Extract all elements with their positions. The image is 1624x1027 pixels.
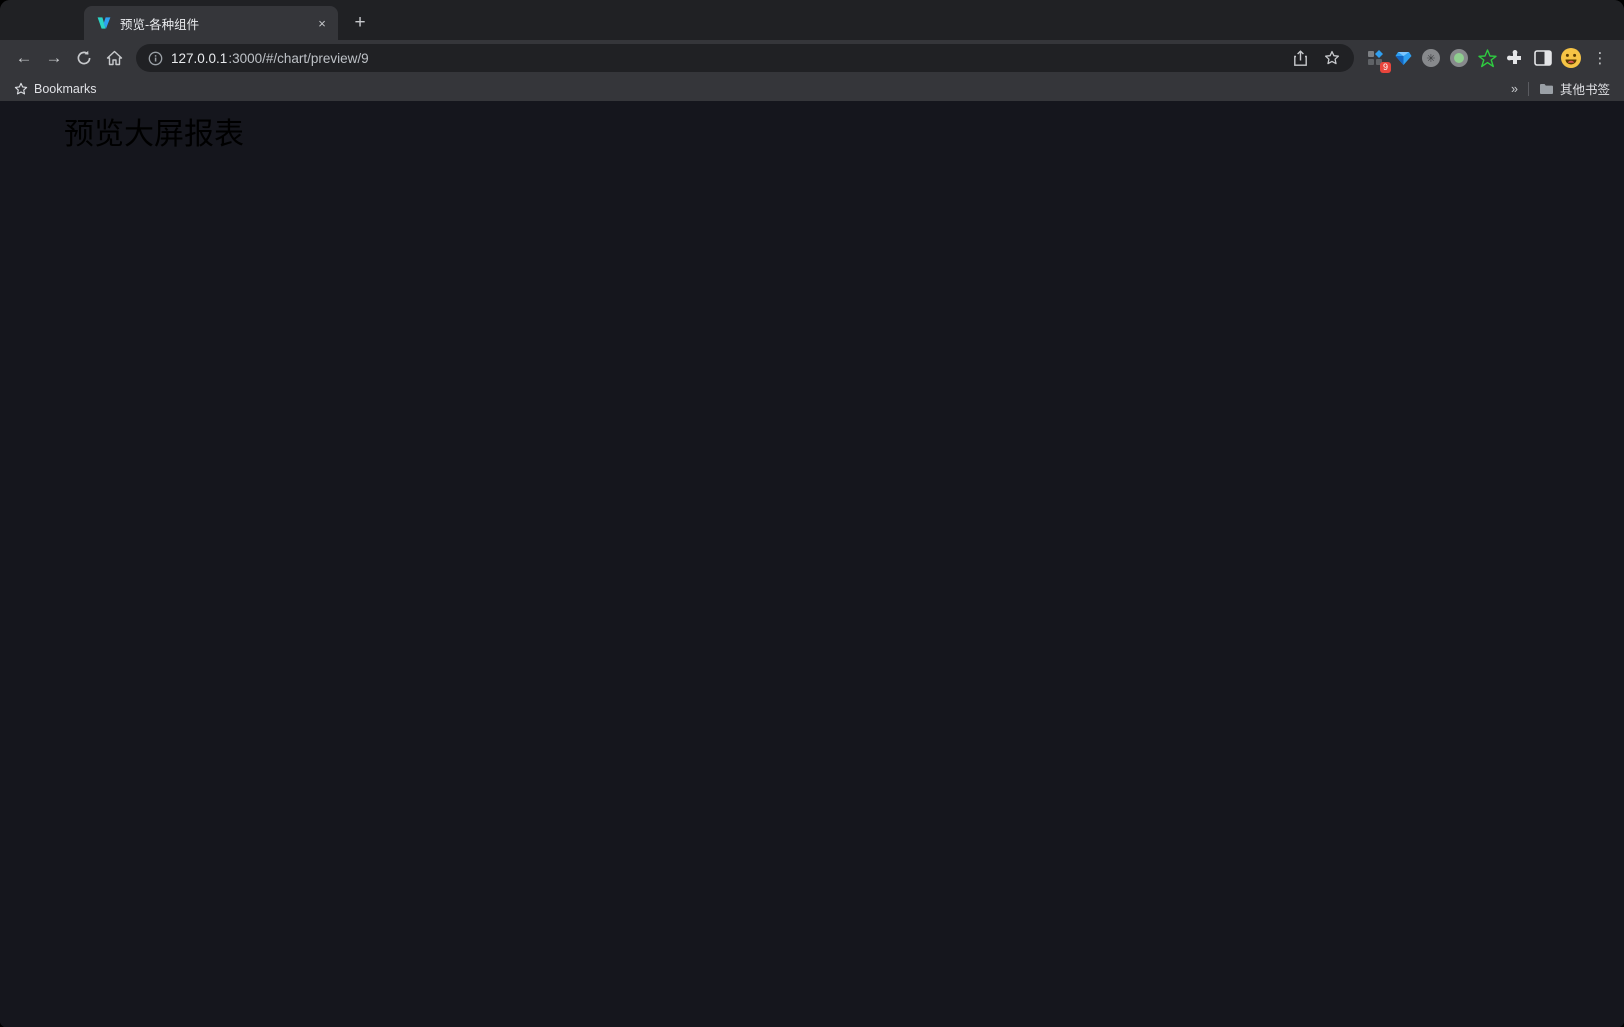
star-icon <box>14 82 28 94</box>
tab-favicon-icon <box>97 17 111 29</box>
url-path: :3000/#/chart/preview/9 <box>228 50 369 66</box>
gray-circle-extension-icon[interactable]: ✳ <box>1418 45 1444 71</box>
green-dot-extension-icon[interactable] <box>1446 45 1472 71</box>
browser-tab[interactable]: 预览-各种组件 × <box>84 6 338 40</box>
chart-gauge[interactable] <box>1038 633 1278 873</box>
home-icon[interactable] <box>100 44 128 72</box>
window-zoom-button[interactable] <box>58 14 70 26</box>
page-title: 预览大屏报表 <box>64 118 244 151</box>
side-panel-icon[interactable] <box>1530 45 1556 71</box>
chart-preview-page: 预览大屏报表 <box>0 101 1624 1027</box>
extension-badge: 9 <box>1379 62 1391 73</box>
reload-icon[interactable] <box>70 44 98 72</box>
tab-title: 预览-各种组件 <box>120 17 200 32</box>
chart-line-gradient[interactable] <box>500 398 892 613</box>
bookmarks-bar: Bookmarks » 其他书签 <box>0 76 1624 101</box>
chart-line-area[interactable] <box>982 387 1372 599</box>
bookmarks-label: Bookmarks <box>34 81 97 96</box>
green-star-extension-icon[interactable] <box>1474 45 1500 71</box>
chart-line-two-area[interactable] <box>100 675 498 891</box>
new-tab-button[interactable]: + <box>354 12 366 33</box>
tab-strip: 预览-各种组件 × + <box>0 0 1624 40</box>
bookmarks-root[interactable]: Bookmarks <box>14 82 97 96</box>
url-host: 127.0.0.1 <box>171 50 228 66</box>
chart-city-progress[interactable] <box>992 156 1360 394</box>
traffic-lights <box>0 0 84 40</box>
chart-donut[interactable] <box>548 635 928 885</box>
site-info-icon[interactable] <box>148 51 163 66</box>
other-bookmarks-folder[interactable]: 其他书签 <box>1539 79 1610 98</box>
menu-kebab-icon[interactable]: ⋮ <box>1592 50 1608 67</box>
window-close-button[interactable] <box>18 14 30 26</box>
back-icon[interactable]: ← <box>15 48 33 67</box>
folder-icon <box>1539 83 1553 94</box>
window-minimize-button[interactable] <box>38 14 50 26</box>
browser-toolbar: ← → 127.0.0.1:3000/#/chart/preview/9 9 ✳ <box>0 40 1624 76</box>
forward-icon[interactable]: → <box>45 48 63 67</box>
chart-grouped-bar[interactable] <box>40 151 452 363</box>
gem-extension-icon[interactable] <box>1390 45 1416 71</box>
address-bar[interactable]: 127.0.0.1:3000/#/chart/preview/9 <box>136 44 1354 72</box>
tab-close-icon[interactable]: × <box>318 15 326 31</box>
chart-line-basic[interactable] <box>42 423 450 639</box>
puzzle-extension-icon[interactable] <box>1502 45 1528 71</box>
bookmark-star-icon[interactable] <box>1320 46 1344 70</box>
svg-text:✳: ✳ <box>1426 53 1435 65</box>
bookmarks-overflow-chevron[interactable]: » <box>1511 81 1518 96</box>
share-icon[interactable] <box>1288 46 1312 70</box>
chart-horizontal-bar[interactable] <box>505 153 897 371</box>
bookmarks-divider <box>1527 81 1529 96</box>
extension-grid-icon[interactable]: 9 <box>1362 45 1391 73</box>
emoji-avatar-icon[interactable] <box>1558 45 1584 71</box>
